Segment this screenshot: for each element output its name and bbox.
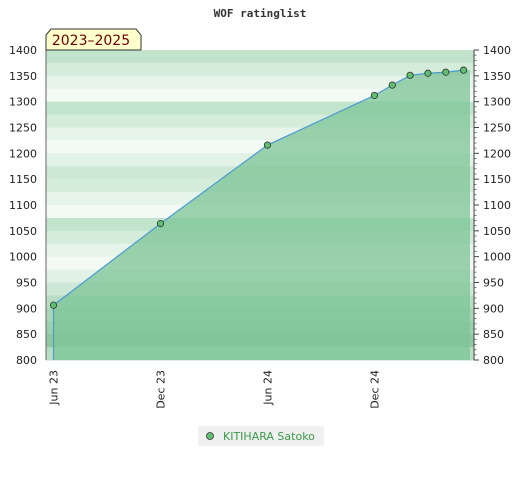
x-tick-label: Jun 23 xyxy=(48,370,61,406)
x-tick-label: Dec 24 xyxy=(368,370,381,409)
legend: KITIHARA Satoko xyxy=(198,426,324,446)
legend-box xyxy=(198,426,324,446)
y-tick-label-left: 1300 xyxy=(9,96,37,109)
y-axis-left: 800 850 900 950 1000 1050 1100 1150 1200 1250 1300… xyxy=(9,44,37,367)
legend-marker xyxy=(206,432,214,440)
y-tick-label-right: 1350 xyxy=(483,70,511,83)
y-tick-label-left: 1200 xyxy=(9,147,37,160)
background-band xyxy=(46,50,474,64)
y-tick-label-right: 1000 xyxy=(483,251,511,264)
y-tick-label-left: 1150 xyxy=(9,173,37,186)
y-tick-label-right: 850 xyxy=(483,328,504,341)
y-tick-label-right: 900 xyxy=(483,302,504,315)
y-tick-label-left: 1400 xyxy=(9,44,37,57)
chart-title: WOF ratinglist xyxy=(214,7,307,20)
data-point xyxy=(459,66,468,74)
y-tick-label-right: 1050 xyxy=(483,225,511,238)
y-tick-label-left: 1350 xyxy=(9,70,37,83)
data-point xyxy=(388,81,396,89)
legend-label: KITIHARA Satoko xyxy=(223,430,315,443)
x-tick-label: Jun 24 xyxy=(261,370,274,406)
background-band xyxy=(46,75,474,90)
data-point xyxy=(406,71,414,79)
y-axis-right: 800 850 900 950 1000 1050 1100 1150 1200 1250 1300… xyxy=(474,44,511,367)
y-tick-label-left: 900 xyxy=(16,302,37,315)
year-badge: 2023–2025 xyxy=(45,28,142,51)
y-tick-label-right: 1250 xyxy=(483,122,511,135)
y-tick-label-right: 1150 xyxy=(483,173,511,186)
data-point xyxy=(442,68,450,76)
year-badge-label: 2023–2025 xyxy=(52,33,130,49)
y-tick-label-right: 1400 xyxy=(483,44,511,57)
y-tick-label-right: 950 xyxy=(483,277,504,290)
series-points xyxy=(49,66,468,309)
y-tick-label-right: 800 xyxy=(483,354,504,367)
series-line xyxy=(52,69,464,360)
y-tick-label-left: 850 xyxy=(16,328,37,341)
data-point xyxy=(263,141,272,149)
y-tick-label-right: 1200 xyxy=(483,147,511,160)
y-tick-label-left: 800 xyxy=(16,354,37,367)
y-tick-label-left: 1100 xyxy=(9,199,37,212)
year-badge-shape xyxy=(45,28,142,51)
data-point xyxy=(156,220,165,228)
background-band xyxy=(46,62,474,77)
y-tick-label-right: 1300 xyxy=(483,96,511,109)
data-point xyxy=(424,69,432,77)
y-tick-label-right: 1100 xyxy=(483,199,511,212)
x-tick-label: Dec 23 xyxy=(154,370,167,409)
x-axis: Jun 23 Dec 23 Jun 24 Dec 24 xyxy=(48,370,382,409)
data-point xyxy=(370,91,379,100)
data-point xyxy=(49,301,58,309)
y-tick-label-left: 1250 xyxy=(9,122,37,135)
y-tick-label-left: 1050 xyxy=(9,225,37,238)
y-tick-label-left: 950 xyxy=(16,277,37,290)
series-area xyxy=(53,70,470,361)
y-tick-label-left: 1000 xyxy=(9,251,37,264)
